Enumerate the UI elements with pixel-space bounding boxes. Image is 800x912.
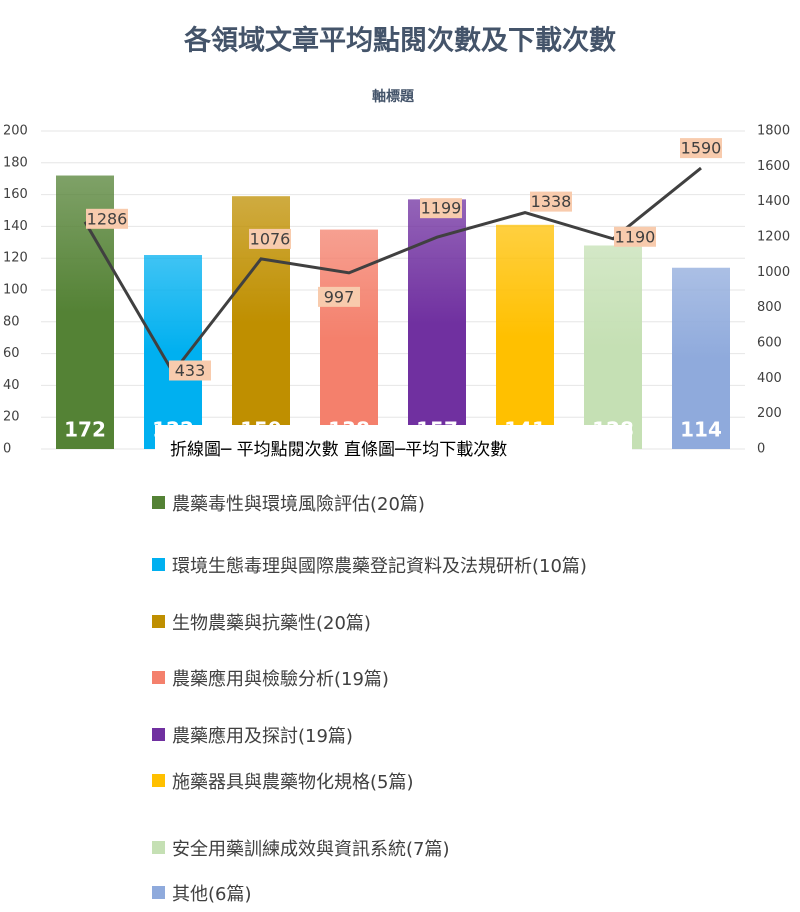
bar — [584, 245, 642, 449]
legend-label: 安全用藥訓練成效與資訊系統(7篇) — [172, 839, 450, 860]
legend-label: 農藥應用及探討(19篇) — [172, 725, 353, 747]
bar — [144, 255, 202, 449]
y2-tick-label: 600 — [757, 336, 782, 351]
y2-tick-label: 800 — [757, 300, 782, 315]
legend-swatch — [152, 774, 165, 787]
line-label-bg — [249, 228, 291, 249]
line-value-label: 1190 — [615, 227, 656, 246]
legend-label: 農藥應用與檢驗分析(19篇) — [172, 668, 389, 690]
legend-swatch — [152, 496, 165, 509]
y-tick-label: 180 — [3, 155, 28, 170]
bar — [672, 267, 730, 449]
chart-title: 各領域文章平均點閱次數及下載次數 — [183, 25, 616, 57]
y-tick-label: 80 — [3, 314, 20, 329]
bar-value-label: 172 — [64, 418, 106, 442]
legend-swatch — [152, 886, 165, 899]
bar-value-label: 114 — [680, 418, 722, 442]
y-tick-label: 0 — [3, 442, 11, 457]
legend-label: 環境生態毒理與國際農藥登記資料及法規研析(10篇) — [172, 556, 587, 577]
bar — [408, 199, 466, 449]
line-label-bg — [680, 138, 722, 159]
y-tick-label: 200 — [3, 124, 28, 139]
bar — [496, 224, 554, 449]
line-value-label: 1286 — [87, 209, 128, 228]
line-value-label: 433 — [175, 361, 206, 380]
annotation-box — [155, 425, 632, 468]
line-value-label: 1590 — [681, 139, 722, 158]
line — [83, 166, 702, 376]
y-tick-label: 100 — [3, 283, 28, 298]
y-tick-label: 20 — [3, 410, 20, 425]
y2-tick-label: 1400 — [757, 194, 790, 209]
y2-tick-label: 0 — [757, 442, 765, 457]
legend-swatch — [152, 671, 165, 684]
y-tick-label: 120 — [3, 251, 28, 266]
y2-tick-label: 1600 — [757, 159, 790, 174]
y-tick-label: 40 — [3, 378, 20, 393]
line-label-bg — [420, 198, 462, 219]
legend-label: 其他(6篇) — [172, 884, 252, 905]
y2-tick-label: 1000 — [757, 265, 790, 280]
legend-swatch — [152, 615, 165, 628]
legend-swatch — [152, 841, 165, 854]
line-label-bg — [530, 191, 572, 212]
legend-label: 施藥器具與農藥物化規格(5篇) — [172, 772, 414, 793]
y2-tick-label: 200 — [757, 406, 782, 421]
line-label-bg — [86, 208, 128, 229]
line-value-label: 997 — [324, 287, 355, 306]
legend-swatch — [152, 728, 165, 741]
y2-tick-label: 400 — [757, 371, 782, 386]
y-tick-label: 140 — [3, 219, 28, 234]
axis-title: 軸標題 — [372, 88, 415, 105]
y-tick-label: 60 — [3, 346, 20, 361]
y-tick-label: 160 — [3, 187, 28, 202]
line-value-label: 1199 — [421, 199, 462, 218]
line-label-bg — [318, 286, 360, 307]
bar — [320, 229, 378, 449]
legend-label: 生物農藥與抗藥性(20篇) — [172, 613, 371, 634]
annotation: 折線圖─ 平均點閱次數 直條圖─平均下載次數 — [170, 440, 507, 460]
line-label-bg — [169, 360, 211, 381]
line-value-label: 1076 — [250, 229, 291, 248]
y2-tick-label: 1200 — [757, 230, 790, 245]
legend-label: 農藥毒性與環境風險評估(20篇) — [172, 494, 425, 515]
line-value-label: 1338 — [531, 192, 572, 211]
legend-swatch — [152, 558, 165, 571]
line-label-bg — [614, 226, 656, 247]
y2-tick-label: 1800 — [757, 124, 790, 139]
